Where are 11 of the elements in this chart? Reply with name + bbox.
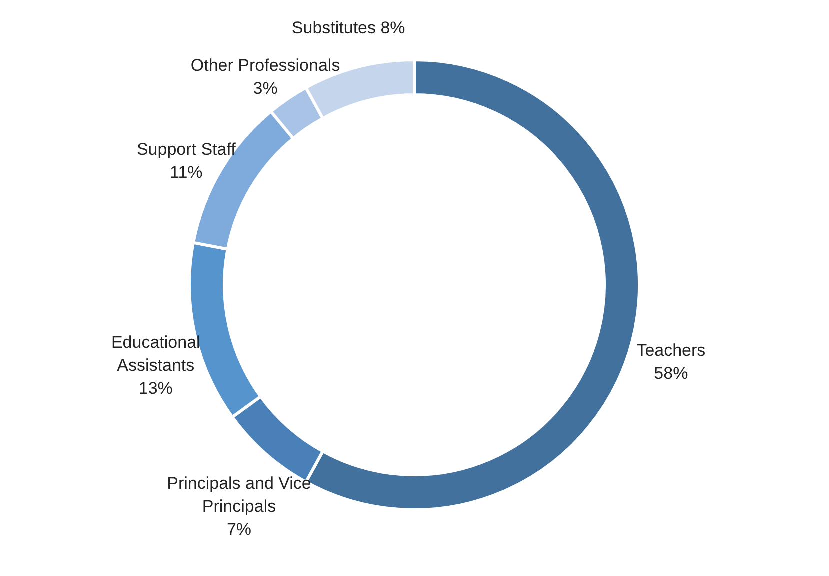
data-label: 7% [226, 520, 252, 539]
slice-label: Teachers [636, 340, 706, 360]
slice-label: Substitutes 8% [292, 18, 406, 38]
slice-label: Educational Assistants [111, 332, 200, 375]
data-label: 58% [654, 364, 688, 383]
slice-label: Support Staff [136, 140, 236, 160]
data-label: 11% [170, 163, 203, 182]
data-label: 13% [138, 378, 173, 398]
data-label: 3% [253, 78, 278, 98]
slice-label: Other Professionals [190, 56, 340, 75]
slice-label: Principals and Vice Principals [167, 474, 312, 516]
